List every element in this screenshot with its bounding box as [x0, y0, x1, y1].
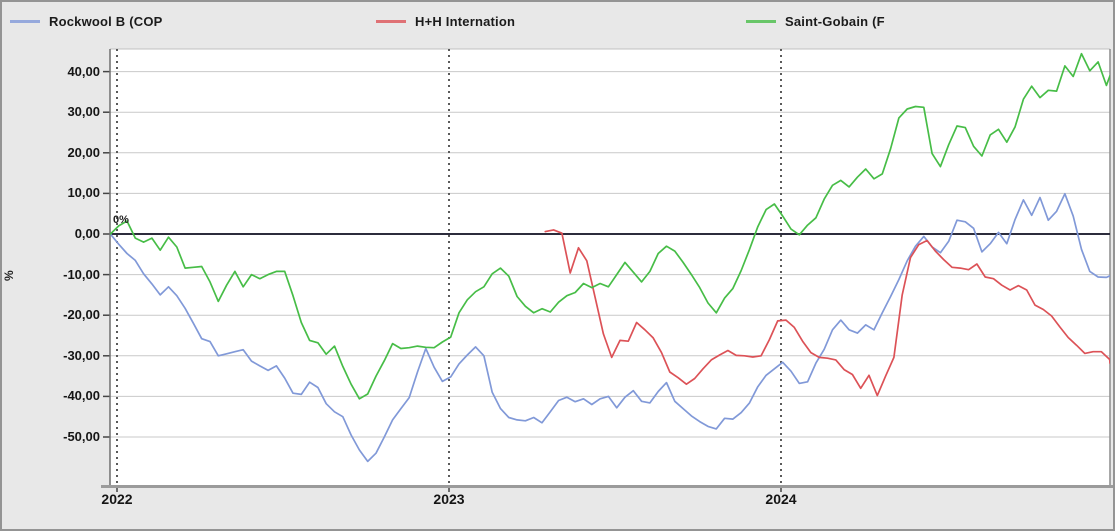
legend-label-hh-international: H+H Internation [415, 13, 516, 29]
y-tick-label: -40,00 [63, 388, 100, 404]
y-tick-label: -20,00 [63, 307, 100, 323]
y-tick-label: 40,00 [67, 63, 100, 79]
y-tick-label: 10,00 [67, 185, 100, 201]
x-tick-label: 2024 [765, 491, 797, 507]
zero-percent-annotation: 0% [113, 214, 129, 226]
x-tick-label: 2023 [433, 491, 465, 507]
plot-area-background [110, 49, 1110, 485]
legend-item-rockwool[interactable]: Rockwool B (COP [10, 10, 163, 32]
legend-label-saint-gobain: Saint-Gobain (F [785, 13, 885, 29]
legend-label-rockwool: Rockwool B (COP [49, 13, 163, 29]
y-tick-label: -50,00 [63, 429, 100, 444]
y-tick-label: -10,00 [63, 266, 100, 282]
y-tick-label: -30,00 [63, 347, 100, 363]
x-tick-label: 2022 [101, 491, 133, 507]
y-tick-label: 30,00 [67, 104, 100, 120]
y-tick-label: 0,00 [74, 226, 100, 241]
rockwool-series-swatch-icon [10, 19, 40, 23]
y-tick-label: 20,00 [67, 144, 100, 160]
saint-gobain-series-swatch-icon [746, 19, 776, 23]
legend-item-saint-gobain[interactable]: Saint-Gobain (F [746, 10, 885, 32]
hh-series-swatch-icon [376, 19, 406, 23]
legend-item-hh-international[interactable]: H+H Internation [376, 10, 515, 32]
